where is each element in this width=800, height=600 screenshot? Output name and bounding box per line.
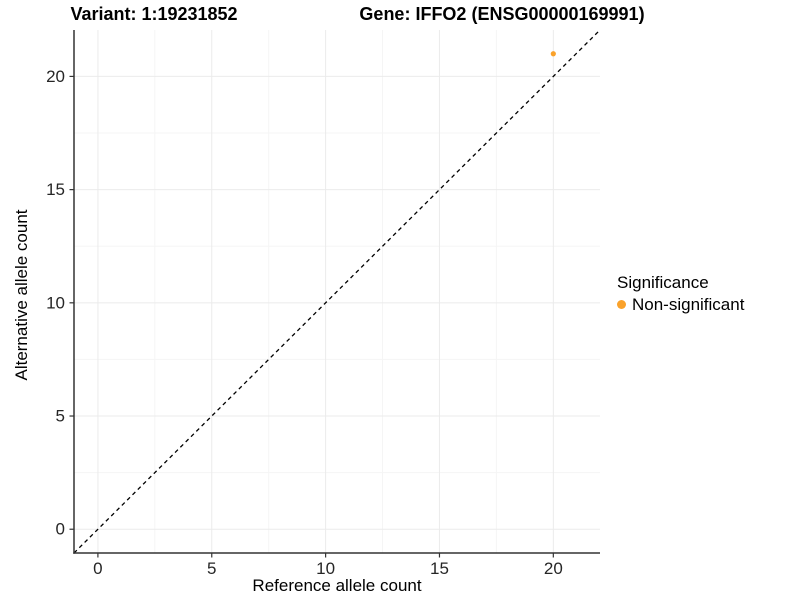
y-tick-label-1: 5 [56,407,65,426]
x-tick-label-4: 20 [544,559,563,578]
y-tick-label-2: 10 [46,293,65,312]
legend-title: Significance [617,273,709,292]
y-tick-label-3: 15 [46,180,65,199]
y-axis-title: Alternative allele count [12,209,31,381]
legend: Significance Non-significant [617,272,744,315]
legend-item-non-significant: Non-significant [617,294,744,315]
x-tick-label-1: 5 [207,559,216,578]
x-tick-label-0: 0 [93,559,102,578]
x-tick-label-3: 15 [430,559,449,578]
y-tick-label-4: 20 [46,67,65,86]
x-tick-label-2: 10 [316,559,335,578]
plot-title-gene: Gene: IFFO2 (ENSG00000169991) [359,4,645,24]
x-axis-title: Reference allele count [252,576,422,595]
y-tick-label-0: 0 [56,520,65,539]
legend-swatch-icon [617,300,626,309]
legend-item-label: Non-significant [632,295,745,314]
data-point-0-0 [550,51,556,57]
identity-line [73,29,601,554]
plot-title-variant: Variant: 1:19231852 [70,4,238,24]
